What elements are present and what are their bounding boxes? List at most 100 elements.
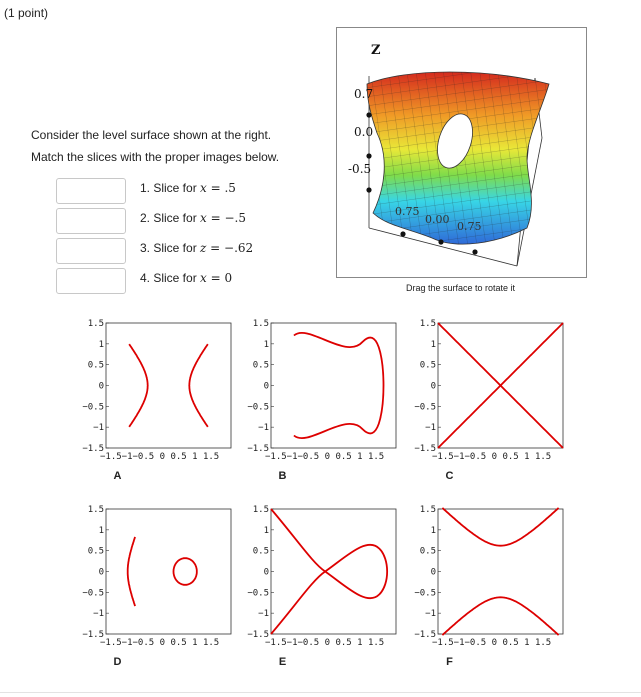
y-tick-label: 1 bbox=[99, 526, 104, 536]
answer-input-3[interactable] bbox=[56, 238, 126, 264]
slice-curve bbox=[437, 322, 564, 449]
bottom-tick-3: 0.75 bbox=[457, 220, 482, 233]
y-tick-label: 0 bbox=[264, 568, 269, 578]
y-tick-label: −0.5 bbox=[82, 588, 104, 598]
x-tick-labels: −1.5−1−0.5 0 0.5 1 1.5 bbox=[432, 452, 551, 462]
z-tick-marks bbox=[366, 112, 372, 193]
plot-label-c: C bbox=[445, 470, 454, 482]
slice-plot-c: 1.5 1 0.5 0 −0.5 −1 −1.5−1.5−1−0.5 0 0.5 1 1.5 bbox=[414, 319, 564, 462]
y-tick-label: −1.5 bbox=[414, 444, 436, 454]
slice-value: = −.5 bbox=[206, 211, 246, 225]
z-axis-label: Z bbox=[371, 43, 381, 58]
divider bbox=[0, 692, 641, 693]
y-tick-label: 1 bbox=[264, 340, 269, 350]
slice-label-2: 2. Slice for x = −.5 bbox=[140, 211, 246, 225]
slice-variable: x bbox=[200, 211, 207, 225]
y-tick-label: 1.5 bbox=[253, 505, 269, 515]
y-tick-label: −0.5 bbox=[414, 588, 436, 598]
slice-curve bbox=[270, 508, 389, 635]
instruction-line-1: Consider the level surface shown at the … bbox=[31, 128, 272, 142]
y-tick-label: −0.5 bbox=[247, 402, 269, 412]
slice-label-4: 4. Slice for x = 0 bbox=[140, 271, 232, 285]
bottom-tick-2: 0.00 bbox=[425, 213, 450, 226]
y-tick-label: −1 bbox=[425, 423, 436, 433]
y-tick-label: 0.5 bbox=[420, 547, 436, 557]
plot-label-f: F bbox=[446, 656, 453, 668]
plot-label-b: B bbox=[278, 470, 287, 482]
z-tick-1: 0.7 bbox=[354, 87, 373, 101]
y-tick-label: 1.5 bbox=[420, 319, 436, 329]
y-tick-label: 1.5 bbox=[420, 505, 436, 515]
slice-plot-e: 1.5 1 0.5 0 −0.5 −1 −1.5−1.5−1−0.5 0 0.5 1 1.5 bbox=[247, 505, 397, 648]
answer-input-4[interactable] bbox=[56, 268, 126, 294]
bottom-tick-marks bbox=[400, 231, 478, 255]
slice-plot-b: 1.5 1 0.5 0 −0.5 −1 −1.5−1.5−1−0.5 0 0.5 1 1.5 bbox=[247, 319, 397, 462]
points-label: (1 point) bbox=[4, 6, 49, 20]
y-tick-label: −1 bbox=[93, 423, 104, 433]
slice-plot-a: 1.5 1 0.5 0 −0.5 −1 −1.5−1.5−1−0.5 0 0.5 1 1.5 bbox=[82, 319, 232, 462]
y-tick-label: 0 bbox=[431, 382, 436, 392]
slice-value: = .5 bbox=[206, 181, 236, 195]
y-tick-label: −1 bbox=[425, 609, 436, 619]
y-tick-label: 0.5 bbox=[420, 361, 436, 371]
slice-curve bbox=[188, 343, 209, 428]
y-tick-label: −0.5 bbox=[414, 402, 436, 412]
slice-label-3: 3. Slice for z = −.62 bbox=[140, 241, 253, 255]
surface-canvas[interactable]: Z 0.7 0.0 -0.5 0.75 0.00 0.75 bbox=[337, 28, 586, 277]
plot-frame bbox=[437, 508, 564, 635]
slice-curve bbox=[172, 557, 198, 586]
y-tick-label: 0 bbox=[99, 382, 104, 392]
y-tick-label: −1 bbox=[258, 423, 269, 433]
y-tick-label: 1 bbox=[99, 340, 104, 350]
slice-value: = 0 bbox=[206, 271, 233, 285]
z-tick-2: 0.0 bbox=[354, 125, 373, 139]
surface-viewer[interactable]: Z 0.7 0.0 -0.5 0.75 0.00 0.75 bbox=[336, 27, 587, 278]
z-tick-3: -0.5 bbox=[348, 162, 371, 176]
x-tick-labels: −1.5−1−0.5 0 0.5 1 1.5 bbox=[100, 638, 219, 648]
slice-prefix: 3. Slice for bbox=[140, 241, 201, 255]
slice-prefix: 2. Slice for bbox=[140, 211, 201, 225]
plot-frame bbox=[105, 322, 232, 449]
y-tick-label: 1.5 bbox=[88, 505, 104, 515]
slice-label-1: 1. Slice for x = .5 bbox=[140, 181, 236, 195]
answer-input-1[interactable] bbox=[56, 178, 126, 204]
y-tick-label: 0 bbox=[264, 382, 269, 392]
slice-prefix: 4. Slice for bbox=[140, 271, 201, 285]
slice-variable: z bbox=[200, 241, 207, 255]
y-tick-label: −1 bbox=[258, 609, 269, 619]
y-tick-label: −0.5 bbox=[82, 402, 104, 412]
x-tick-labels: −1.5−1−0.5 0 0.5 1 1.5 bbox=[265, 638, 384, 648]
plot-label-a: A bbox=[113, 470, 122, 482]
y-tick-label: 0 bbox=[99, 568, 104, 578]
y-tick-label: 0 bbox=[431, 568, 436, 578]
surface-hole bbox=[437, 113, 473, 169]
y-tick-label: −1.5 bbox=[414, 630, 436, 640]
slice-value: = −.62 bbox=[206, 241, 254, 255]
rotate-caption: Drag the surface to rotate it bbox=[405, 283, 516, 293]
y-tick-label: 0.5 bbox=[88, 547, 104, 557]
y-tick-label: −1.5 bbox=[82, 444, 104, 454]
slice-curve bbox=[441, 596, 560, 636]
y-tick-label: 0.5 bbox=[253, 547, 269, 557]
slice-curve bbox=[126, 536, 136, 607]
plot-label-e: E bbox=[278, 656, 287, 668]
x-tick-labels: −1.5−1−0.5 0 0.5 1 1.5 bbox=[432, 638, 551, 648]
y-tick-label: −1.5 bbox=[247, 444, 269, 454]
y-tick-label: −1.5 bbox=[82, 630, 104, 640]
slice-prefix: 1. Slice for bbox=[140, 181, 201, 195]
slice-curve bbox=[128, 343, 149, 428]
y-tick-label: 0.5 bbox=[253, 361, 269, 371]
x-tick-labels: −1.5−1−0.5 0 0.5 1 1.5 bbox=[265, 452, 384, 462]
plot-frame bbox=[105, 508, 232, 635]
slice-curve bbox=[441, 507, 560, 547]
bottom-tick-1: 0.75 bbox=[395, 205, 420, 218]
answer-input-2[interactable] bbox=[56, 208, 126, 234]
instruction-line-2: Match the slices with the proper images … bbox=[31, 150, 280, 164]
y-tick-label: 1 bbox=[431, 340, 436, 350]
y-tick-label: 0.5 bbox=[88, 361, 104, 371]
x-tick-labels: −1.5−1−0.5 0 0.5 1 1.5 bbox=[100, 452, 219, 462]
y-tick-label: −0.5 bbox=[247, 588, 269, 598]
slice-variable: x bbox=[200, 271, 207, 285]
plot-frame bbox=[270, 508, 397, 635]
plot-label-d: D bbox=[113, 656, 122, 668]
